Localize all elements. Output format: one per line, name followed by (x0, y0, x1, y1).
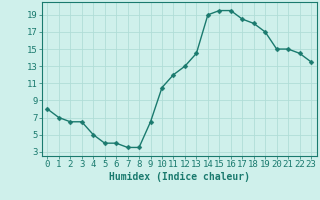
X-axis label: Humidex (Indice chaleur): Humidex (Indice chaleur) (109, 172, 250, 182)
